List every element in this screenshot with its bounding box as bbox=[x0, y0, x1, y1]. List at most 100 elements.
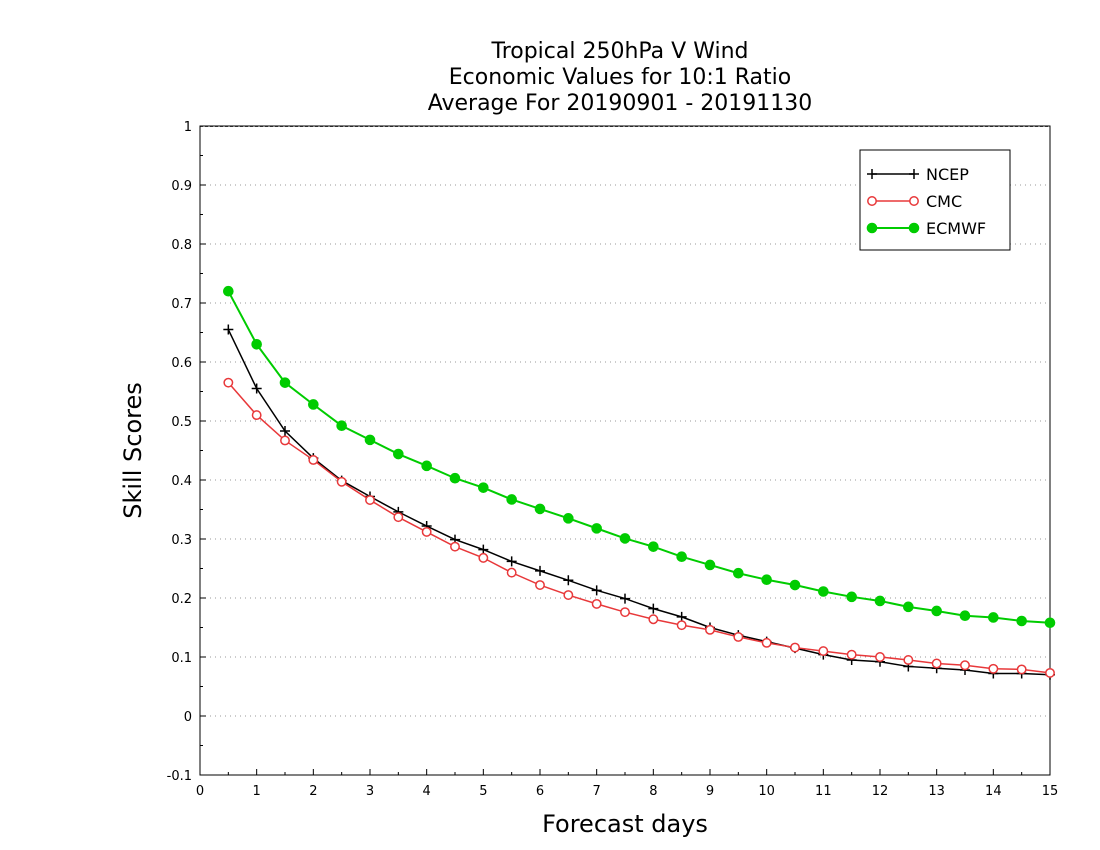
y-axis-title: Skill Scores bbox=[119, 382, 147, 519]
y-tick-label: 0.6 bbox=[171, 356, 192, 371]
x-tick-label: 12 bbox=[872, 784, 889, 799]
data-point-ecmwf bbox=[336, 420, 347, 432]
x-tick-label: 10 bbox=[758, 784, 775, 799]
data-point-cmc bbox=[365, 495, 375, 506]
x-tick-label: 9 bbox=[706, 784, 714, 799]
data-point-cmc bbox=[506, 567, 517, 578]
legend-box bbox=[859, 149, 1011, 251]
title-line: Average For 20190901 - 20191130 bbox=[428, 91, 813, 116]
y-tick-label: 0.8 bbox=[171, 238, 192, 253]
x-tick-labels: 0 1 2 3 4 5 6 7 8 9 10 11 12 13 14 15 bbox=[196, 784, 1058, 799]
data-point-ecmwf bbox=[959, 610, 971, 622]
y-tick-label: 0.4 bbox=[171, 474, 192, 489]
data-point-ncep bbox=[563, 575, 574, 586]
data-point-ecmwf bbox=[1016, 615, 1027, 627]
x-tick-label: 8 bbox=[649, 784, 657, 799]
data-point-cmc bbox=[421, 526, 432, 537]
data-point-ncep bbox=[591, 585, 602, 596]
data-point-cmc bbox=[591, 598, 602, 609]
axis-ticks bbox=[199, 125, 1051, 776]
data-point-ecmwf bbox=[308, 399, 319, 410]
data-point-ncep bbox=[648, 603, 659, 614]
y-tick-labels: -0.1 0 0.1 0.2 0.3 0.4 0.5 0.6 0.7 0.8 0.9 1 bbox=[167, 120, 192, 784]
data-point-cmc bbox=[450, 541, 460, 552]
data-point-ecmwf bbox=[364, 434, 376, 446]
legend-marker-ecmwf bbox=[866, 222, 878, 234]
data-point-cmc bbox=[761, 637, 772, 648]
data-point-cmc bbox=[1016, 664, 1027, 675]
y-tick-label: 1 bbox=[184, 120, 192, 135]
data-point-ecmwf bbox=[534, 503, 546, 515]
data-point-cmc bbox=[846, 649, 857, 660]
data-point-ecmwf bbox=[988, 612, 999, 623]
data-point-ncep bbox=[223, 324, 234, 335]
x-tick-label: 2 bbox=[309, 784, 317, 799]
x-tick-label: 14 bbox=[985, 784, 1002, 799]
series-line-cmc bbox=[227, 382, 1051, 674]
data-point-ecmwf bbox=[223, 285, 234, 297]
data-point-ecmwf bbox=[903, 601, 914, 613]
data-point-ecmwf bbox=[449, 472, 461, 484]
data-point-cmc bbox=[280, 435, 290, 446]
data-point-cmc bbox=[336, 476, 347, 487]
data-point-cmc bbox=[676, 620, 687, 631]
data-point-cmc bbox=[705, 624, 715, 635]
data-point-cmc bbox=[308, 454, 319, 465]
data-point-ecmwf bbox=[251, 339, 262, 350]
legend-label-cmc: CMC bbox=[926, 192, 962, 211]
data-point-cmc bbox=[535, 580, 545, 590]
data-point-ecmwf bbox=[619, 533, 631, 544]
title-line: Economic Values for 10:1 Ratio bbox=[449, 65, 791, 90]
data-point-cmc bbox=[931, 658, 942, 669]
series-line-ecmwf bbox=[227, 290, 1051, 624]
data-point-ecmwf bbox=[818, 586, 829, 597]
data-point-ecmwf bbox=[676, 551, 687, 563]
data-point-cmc bbox=[478, 552, 489, 563]
legend-marker-ncep bbox=[867, 169, 877, 179]
data-point-ncep bbox=[506, 556, 517, 567]
data-point-ecmwf bbox=[846, 591, 857, 603]
data-point-cmc bbox=[790, 642, 800, 653]
data-point-cmc bbox=[988, 663, 999, 674]
data-point-ncep bbox=[535, 565, 545, 576]
data-point-cmc bbox=[960, 660, 970, 671]
data-point-ecmwf bbox=[648, 541, 659, 552]
x-tick-label: 13 bbox=[928, 784, 945, 799]
x-tick-label: 15 bbox=[1042, 784, 1059, 799]
data-point-cmc bbox=[620, 607, 630, 618]
data-point-ecmwf bbox=[279, 377, 291, 388]
data-point-ecmwf bbox=[733, 567, 744, 579]
data-point-ecmwf bbox=[563, 513, 574, 524]
legend-marker-ncep bbox=[909, 169, 919, 179]
x-tick-label: 3 bbox=[366, 784, 374, 799]
y-tick-label: 0.5 bbox=[171, 415, 192, 430]
x-axis-title: Forecast days bbox=[542, 810, 708, 838]
legend-marker-cmc bbox=[867, 196, 877, 206]
data-point-ecmwf bbox=[393, 448, 404, 460]
data-point-ecmwf bbox=[1044, 617, 1056, 629]
x-tick-label: 4 bbox=[423, 784, 431, 799]
data-point-ecmwf bbox=[421, 460, 432, 472]
y-tick-label: -0.1 bbox=[167, 769, 192, 784]
data-point-cmc bbox=[903, 655, 914, 665]
x-tick-label: 0 bbox=[196, 784, 204, 799]
data-point-cmc bbox=[1045, 667, 1055, 678]
y-tick-label: 0.9 bbox=[171, 179, 192, 194]
data-point-ecmwf bbox=[874, 595, 886, 607]
data-point-cmc bbox=[393, 512, 404, 523]
y-tick-label: 0.7 bbox=[171, 297, 192, 312]
data-point-cmc bbox=[648, 614, 659, 625]
y-tick-label: 0 bbox=[184, 710, 192, 725]
y-tick-label: 0.1 bbox=[171, 651, 192, 666]
x-tick-label: 11 bbox=[815, 784, 832, 799]
data-point-ecmwf bbox=[931, 605, 942, 617]
data-point-ncep bbox=[251, 383, 262, 394]
legend-marker-cmc bbox=[909, 196, 919, 206]
data-point-ecmwf bbox=[704, 559, 716, 571]
x-tick-label: 5 bbox=[479, 784, 487, 799]
x-tick-label: 7 bbox=[593, 784, 601, 799]
data-point-ecmwf bbox=[506, 494, 517, 505]
data-point-ncep bbox=[280, 426, 290, 437]
legend: NCEP CMC ECMWF bbox=[859, 149, 1011, 251]
